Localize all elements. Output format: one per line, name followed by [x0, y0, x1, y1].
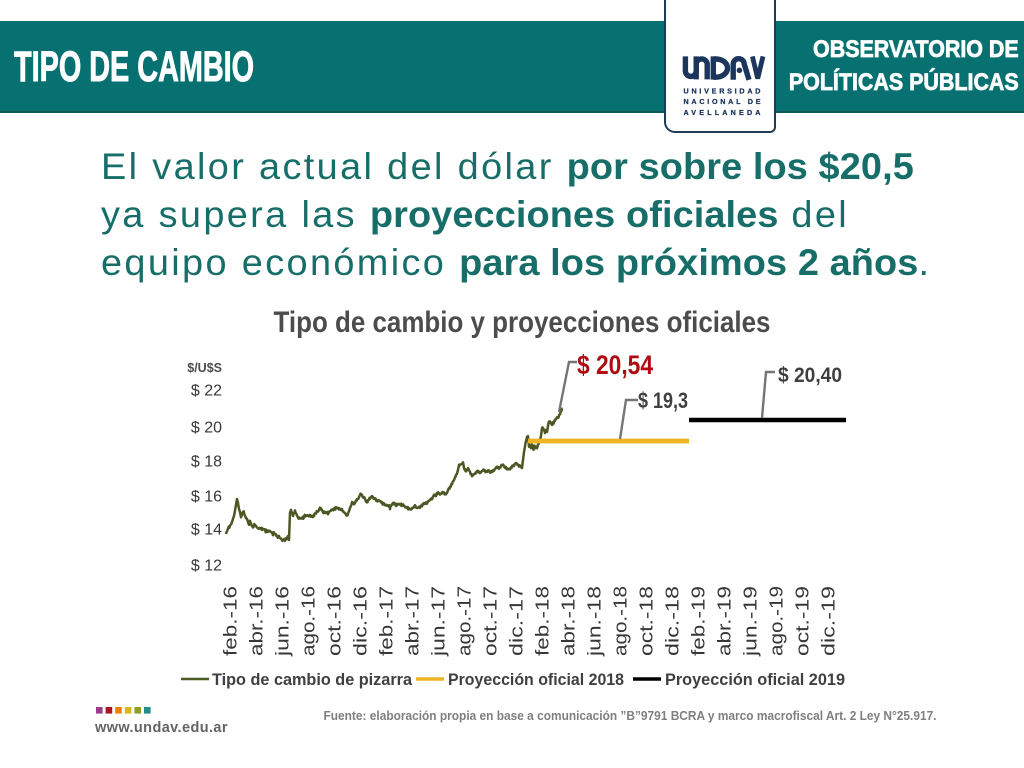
svg-text:$ 18: $ 18	[191, 454, 222, 471]
svg-text:abr.-16: abr.-16	[246, 586, 267, 656]
svg-text:jun.-16: jun.-16	[272, 586, 293, 657]
svg-text:AVELLANEDA: AVELLANEDA	[684, 108, 761, 117]
svg-text:$ 20,40: $ 20,40	[778, 363, 842, 387]
svg-text:$ 12: $ 12	[191, 558, 222, 575]
svg-text:feb.-17: feb.-17	[376, 586, 397, 656]
svg-text:dic.-19: dic.-19	[818, 586, 839, 656]
svg-text:jun.-17: jun.-17	[428, 586, 449, 657]
svg-text:jun.-18: jun.-18	[584, 586, 605, 657]
svg-text:feb.-16: feb.-16	[220, 586, 241, 656]
svg-text:Tipo de cambio y proyecciones: Tipo de cambio y proyecciones oficiales	[274, 306, 771, 339]
svg-text:oct.-19: oct.-19	[792, 586, 813, 656]
svg-text:ago.-18: ago.-18	[610, 586, 631, 656]
svg-text:oct.-16: oct.-16	[324, 586, 345, 656]
svg-text:ago.-17: ago.-17	[454, 586, 475, 656]
svg-text:feb.-18: feb.-18	[532, 586, 553, 656]
svg-text:oct.-18: oct.-18	[636, 586, 657, 656]
svg-text:abr.-18: abr.-18	[558, 586, 579, 656]
svg-text:$ 20,54: $ 20,54	[577, 350, 653, 380]
svg-text:abr.-17: abr.-17	[402, 586, 423, 656]
svg-text:Proyección oficial 2018: Proyección oficial 2018	[448, 670, 624, 689]
svg-text:$ 19,3: $ 19,3	[638, 388, 688, 413]
svg-text:$ 22: $ 22	[191, 383, 222, 400]
svg-text:abr.-19: abr.-19	[714, 586, 735, 656]
svg-text:$/U$S: $/U$S	[187, 361, 222, 375]
svg-text:$ 14: $ 14	[191, 522, 222, 539]
svg-text:Tipo de cambio de pizarra: Tipo de cambio de pizarra	[212, 670, 413, 689]
svg-text:ago.-16: ago.-16	[298, 586, 319, 656]
svg-text:UNIVERSIDAD: UNIVERSIDAD	[684, 87, 761, 96]
svg-text:Fuente: elaboración propia en: Fuente: elaboración propia en base a com…	[324, 709, 937, 723]
svg-text:dic.-16: dic.-16	[350, 586, 371, 656]
svg-text:Proyección oficial 2019: Proyección oficial 2019	[665, 670, 845, 689]
svg-text:www.undav.edu.ar: www.undav.edu.ar	[94, 720, 228, 736]
svg-text:oct.-17: oct.-17	[480, 586, 501, 656]
svg-text:NACIONAL DE: NACIONAL DE	[684, 97, 761, 106]
svg-text:dic.-17: dic.-17	[506, 586, 527, 656]
svg-text:jun.-19: jun.-19	[740, 586, 761, 657]
svg-text:feb.-19: feb.-19	[688, 586, 709, 656]
svg-text:ago.-19: ago.-19	[766, 586, 787, 656]
svg-text:dic.-18: dic.-18	[662, 586, 683, 656]
svg-text:$ 16: $ 16	[191, 489, 222, 506]
svg-text:$ 20: $ 20	[191, 420, 222, 437]
